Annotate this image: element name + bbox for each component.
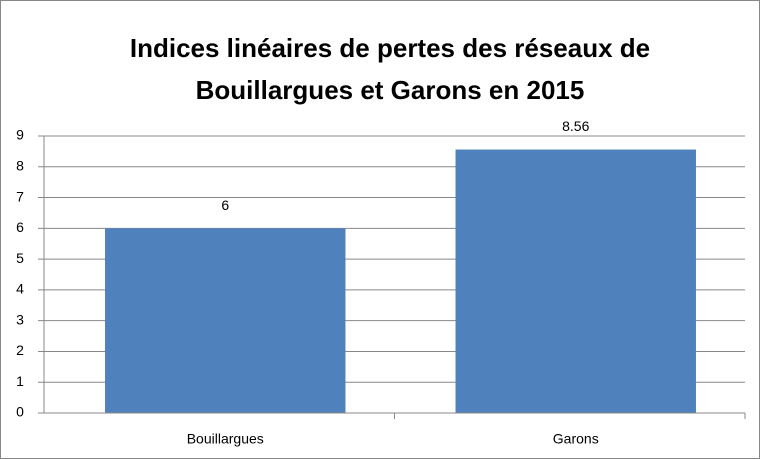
data-label: 6 <box>221 197 229 213</box>
y-tick-label: 9 <box>16 127 24 143</box>
y-tick-label: 2 <box>16 342 24 358</box>
chart-title: Indices linéaires de pertes des réseaux … <box>130 33 650 63</box>
y-tick-label: 4 <box>16 281 24 297</box>
y-tick-label: 3 <box>16 311 24 327</box>
bar <box>105 228 346 413</box>
x-tick-label: Bouillargues <box>187 431 264 447</box>
y-tick-label: 0 <box>16 404 24 420</box>
bar <box>455 149 696 413</box>
chart-title: Bouillargues et Garons en 2015 <box>196 75 585 105</box>
y-tick-label: 1 <box>16 373 24 389</box>
y-tick-label: 6 <box>16 219 24 235</box>
data-label: 8.56 <box>562 118 589 134</box>
y-tick-label: 7 <box>16 188 24 204</box>
y-tick-label: 5 <box>16 250 24 266</box>
x-tick-label: Garons <box>553 431 599 447</box>
y-tick-label: 8 <box>16 157 24 173</box>
